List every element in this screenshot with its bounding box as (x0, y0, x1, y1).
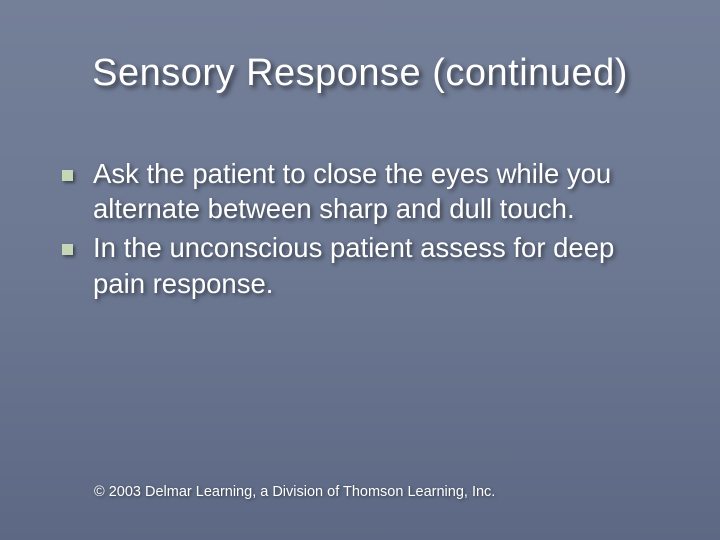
square-bullet-icon (62, 244, 73, 255)
list-item-text: In the unconscious patient assess for de… (93, 230, 662, 300)
list-item-text: Ask the patient to close the eyes while … (93, 156, 662, 226)
slide-body: Ask the patient to close the eyes while … (62, 156, 662, 305)
slide: Sensory Response (continued) Ask the pat… (0, 0, 720, 540)
square-bullet-icon (62, 170, 73, 181)
slide-title: Sensory Response (continued) (0, 52, 720, 95)
list-item: In the unconscious patient assess for de… (62, 230, 662, 300)
copyright-footer: © 2003 Delmar Learning, a Division of Th… (94, 484, 495, 500)
list-item: Ask the patient to close the eyes while … (62, 156, 662, 226)
